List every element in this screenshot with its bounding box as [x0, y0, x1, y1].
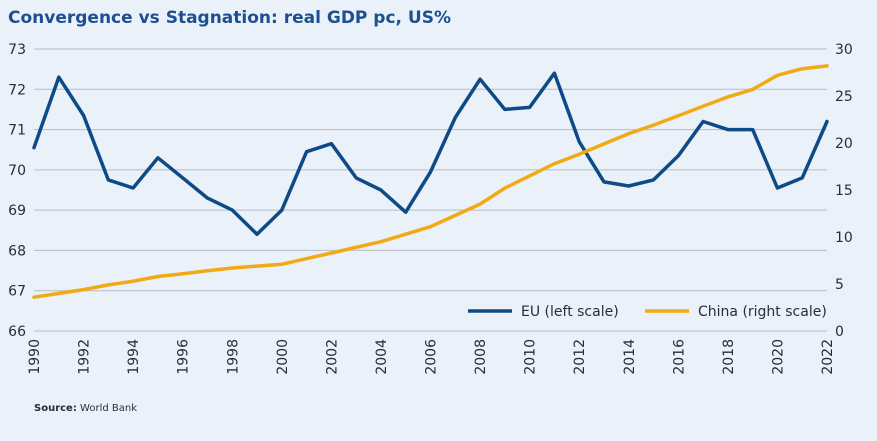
y-axis-right: 0 5 10 15 20 25 30 [835, 42, 853, 340]
x-tick-label: 2002 [324, 339, 340, 375]
y-left-tick-label: 67 [8, 284, 26, 300]
x-tick-label: 1998 [225, 339, 241, 375]
x-tick-label: 2018 [721, 339, 737, 375]
y-axis-left: 66 67 68 69 70 71 72 73 [8, 42, 26, 340]
legend-china-label: China (right scale) [698, 304, 827, 320]
x-tick-label: 2020 [770, 339, 786, 375]
y-right-tick-label: 0 [835, 324, 844, 340]
legend: EU (left scale) China (right scale) [468, 304, 827, 320]
x-tick-label: 2006 [424, 339, 440, 375]
y-right-tick-label: 25 [835, 89, 853, 105]
y-left-tick-label: 66 [8, 324, 26, 340]
x-tick-label: 1990 [27, 339, 43, 375]
x-tick-label: 2008 [473, 339, 489, 375]
x-tick-label: 2004 [374, 339, 390, 375]
y-left-tick-label: 73 [8, 42, 26, 58]
x-tick-label: 2010 [523, 339, 539, 375]
y-right-tick-label: 15 [835, 183, 853, 199]
series-lines [32, 64, 829, 299]
grid-lines [34, 48, 827, 332]
x-tick-label: 2014 [622, 339, 638, 375]
source-note: Source: World Bank [34, 403, 137, 414]
y-left-tick-label: 71 [8, 123, 26, 139]
x-tick-label: 2016 [671, 339, 687, 375]
x-axis: 1990 1992 1994 1996 1998 2000 2002 2004 2006 2008… [27, 339, 836, 375]
x-tick-label: 1992 [77, 339, 93, 375]
x-tick-label: 1994 [126, 339, 142, 375]
y-right-tick-label: 5 [835, 277, 844, 293]
x-tick-label: 2022 [820, 339, 836, 375]
y-left-tick-label: 68 [8, 243, 26, 259]
y-right-tick-label: 10 [835, 230, 853, 246]
x-tick-label: 2012 [572, 339, 588, 375]
chart-title: Convergence vs Stagnation: real GDP pc, … [8, 8, 452, 28]
y-left-tick-label: 69 [8, 203, 26, 219]
x-tick-label: 2000 [275, 339, 291, 375]
x-tick-label: 1996 [176, 339, 192, 375]
legend-eu-label: EU (left scale) [521, 304, 619, 320]
y-left-tick-label: 70 [8, 163, 26, 179]
y-right-tick-label: 30 [835, 42, 853, 58]
source-text: World Bank [80, 403, 137, 414]
y-right-tick-label: 20 [835, 136, 853, 152]
y-left-tick-label: 72 [8, 82, 26, 98]
series-line-eu [32, 71, 829, 237]
series-line-china [32, 64, 829, 299]
source-label: Source: [34, 403, 77, 414]
